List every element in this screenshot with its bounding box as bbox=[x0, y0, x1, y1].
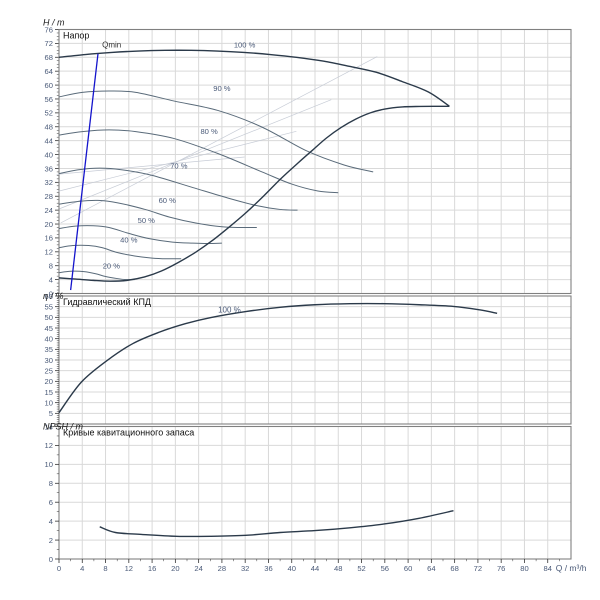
svg-text:80: 80 bbox=[520, 564, 528, 573]
svg-text:52: 52 bbox=[357, 564, 365, 573]
svg-text:24: 24 bbox=[45, 206, 53, 215]
svg-text:48: 48 bbox=[45, 123, 53, 132]
svg-text:56: 56 bbox=[45, 95, 53, 104]
svg-text:90 %: 90 % bbox=[213, 84, 231, 93]
svg-text:72: 72 bbox=[45, 39, 53, 48]
svg-text:40: 40 bbox=[45, 150, 53, 159]
svg-text:50: 50 bbox=[45, 313, 53, 322]
svg-text:12: 12 bbox=[45, 248, 53, 257]
svg-text:100 %: 100 % bbox=[234, 41, 256, 50]
svg-text:28: 28 bbox=[218, 564, 226, 573]
svg-text:40: 40 bbox=[288, 564, 296, 573]
svg-text:16: 16 bbox=[148, 564, 156, 573]
svg-text:Кривые кавитационного запаса: Кривые кавитационного запаса bbox=[63, 428, 194, 438]
svg-text:44: 44 bbox=[311, 564, 319, 573]
svg-text:20: 20 bbox=[171, 564, 179, 573]
svg-text:36: 36 bbox=[45, 164, 53, 173]
svg-text:η / %: η / % bbox=[43, 291, 64, 301]
svg-text:40: 40 bbox=[45, 334, 53, 343]
svg-text:8: 8 bbox=[103, 564, 107, 573]
svg-text:100 %: 100 % bbox=[218, 305, 241, 314]
svg-text:60 %: 60 % bbox=[159, 196, 177, 205]
svg-text:16: 16 bbox=[45, 234, 53, 243]
svg-text:30: 30 bbox=[45, 356, 53, 365]
svg-text:48: 48 bbox=[334, 564, 342, 573]
svg-text:2: 2 bbox=[49, 536, 53, 545]
svg-text:80 %: 80 % bbox=[200, 127, 218, 136]
svg-text:60: 60 bbox=[45, 81, 53, 90]
svg-text:10: 10 bbox=[45, 460, 53, 469]
svg-text:52: 52 bbox=[45, 109, 53, 118]
svg-text:32: 32 bbox=[241, 564, 249, 573]
svg-text:Q / m³/h: Q / m³/h bbox=[556, 563, 587, 573]
svg-text:0: 0 bbox=[57, 564, 61, 573]
svg-text:44: 44 bbox=[45, 136, 53, 145]
svg-text:6: 6 bbox=[49, 498, 53, 507]
svg-text:55: 55 bbox=[45, 302, 53, 311]
svg-text:60: 60 bbox=[404, 564, 412, 573]
svg-text:20: 20 bbox=[45, 220, 53, 229]
svg-text:45: 45 bbox=[45, 324, 53, 333]
svg-text:70 %: 70 % bbox=[170, 162, 188, 171]
svg-text:68: 68 bbox=[450, 564, 458, 573]
svg-text:Гидравлический КПД: Гидравлический КПД bbox=[63, 297, 151, 307]
svg-text:15: 15 bbox=[45, 388, 53, 397]
svg-text:20: 20 bbox=[45, 377, 53, 386]
svg-text:4: 4 bbox=[80, 564, 84, 573]
svg-text:72: 72 bbox=[474, 564, 482, 573]
svg-text:12: 12 bbox=[45, 441, 53, 450]
svg-text:12: 12 bbox=[125, 564, 133, 573]
svg-text:Напор: Напор bbox=[63, 31, 89, 41]
svg-text:8: 8 bbox=[49, 479, 53, 488]
svg-text:Qmin: Qmin bbox=[102, 40, 121, 49]
svg-text:76: 76 bbox=[497, 564, 505, 573]
svg-text:64: 64 bbox=[45, 67, 53, 76]
svg-text:25: 25 bbox=[45, 366, 53, 375]
svg-text:24: 24 bbox=[194, 564, 202, 573]
svg-text:50 %: 50 % bbox=[138, 216, 156, 225]
svg-text:10: 10 bbox=[45, 398, 53, 407]
svg-text:H / m: H / m bbox=[43, 18, 65, 28]
svg-text:20 %: 20 % bbox=[103, 262, 121, 271]
svg-text:28: 28 bbox=[45, 192, 53, 201]
svg-text:5: 5 bbox=[49, 409, 53, 418]
svg-text:8: 8 bbox=[49, 262, 53, 271]
svg-text:4: 4 bbox=[49, 275, 53, 284]
svg-text:4: 4 bbox=[49, 517, 53, 526]
svg-text:84: 84 bbox=[544, 564, 552, 573]
svg-text:40 %: 40 % bbox=[120, 236, 138, 245]
svg-text:0: 0 bbox=[49, 555, 53, 564]
svg-text:32: 32 bbox=[45, 178, 53, 187]
svg-text:35: 35 bbox=[45, 345, 53, 354]
svg-text:56: 56 bbox=[381, 564, 389, 573]
svg-text:68: 68 bbox=[45, 53, 53, 62]
svg-text:64: 64 bbox=[427, 564, 435, 573]
svg-text:36: 36 bbox=[264, 564, 272, 573]
